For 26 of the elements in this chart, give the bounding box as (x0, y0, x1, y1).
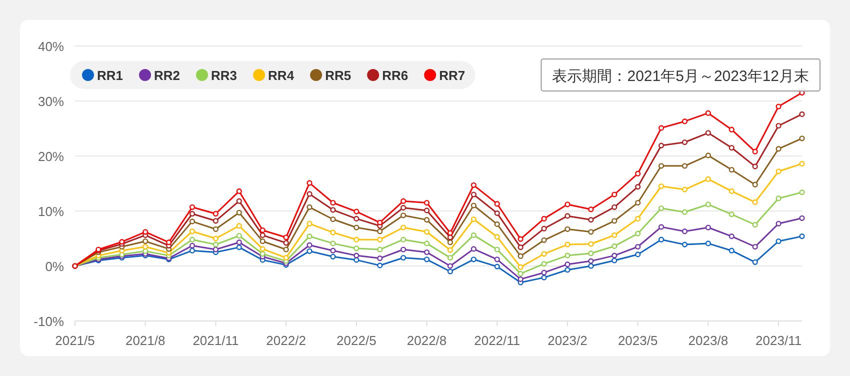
annotation: 表示期間：2021年5月～2023年12月末 (540, 58, 820, 92)
x-tick-label: 2023/2 (548, 333, 588, 348)
legend-label: RR1 (97, 68, 124, 83)
y-tick-label: 20% (38, 149, 64, 164)
legend-label: RR7 (439, 68, 466, 83)
legend-label: RR2 (154, 68, 180, 83)
x-tick-label: 2021/5 (55, 333, 95, 348)
annotation: 表示期間：2021年5月～2023年12月末 (552, 68, 809, 85)
y-tick-label: 30% (38, 94, 64, 109)
y-tick-label: 0% (45, 259, 64, 274)
x-tick-label: 2022/5 (336, 333, 376, 348)
legend-label: RR5 (325, 68, 352, 83)
x-tick-label: 2022/8 (406, 333, 447, 348)
legend-label: RR6 (382, 68, 408, 83)
y-tick-label: 40% (38, 39, 64, 54)
x-tick-label: 2023/5 (618, 333, 658, 348)
y-tick-label: 10% (38, 204, 64, 219)
legend-label: RR4 (268, 68, 295, 83)
x-tick-label: 2023/11 (756, 333, 802, 348)
x-tick-label: 2022/11 (474, 333, 520, 348)
x-tick-label: 2021/11 (192, 333, 239, 348)
x-tick-label: 2023/8 (688, 333, 728, 348)
x-tick-label: 2022/2 (266, 333, 306, 348)
x-tick-label: 2021/8 (125, 333, 166, 348)
legend-label: RR3 (211, 68, 238, 83)
y-tick-label: -10% (34, 314, 64, 329)
